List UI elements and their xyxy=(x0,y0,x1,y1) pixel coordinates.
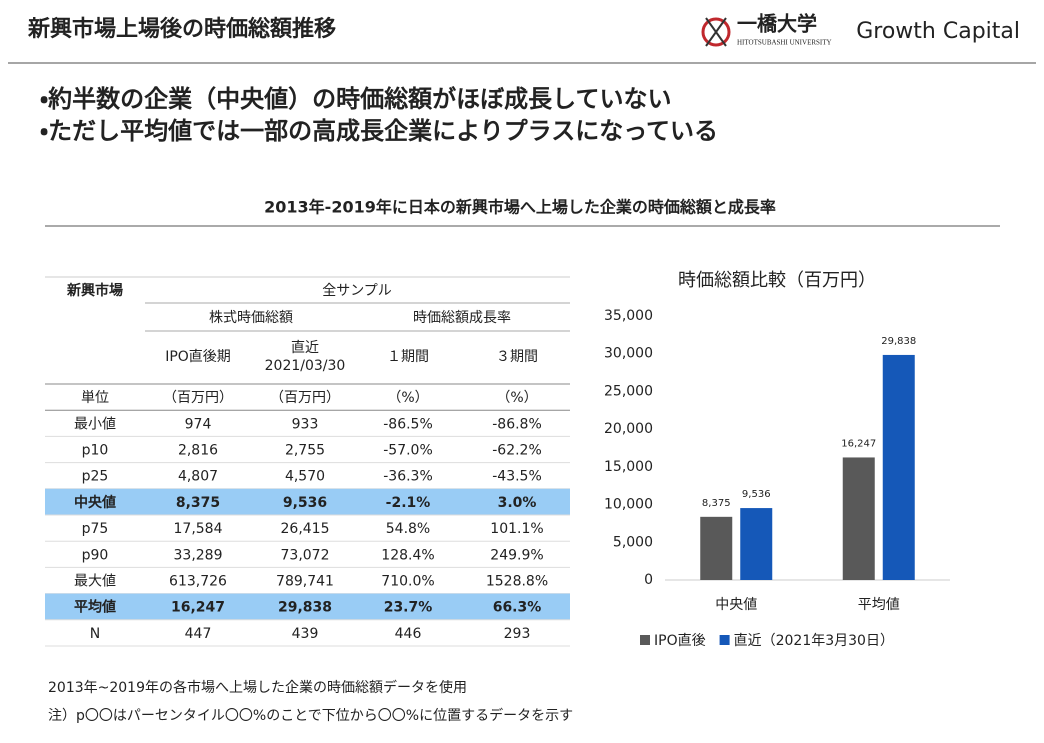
table-cell: 1528.8% xyxy=(486,574,548,590)
y-tick-label: 0 xyxy=(644,572,653,588)
table-cell: 73,072 xyxy=(281,547,330,563)
y-tick-label: 5,000 xyxy=(613,534,653,550)
y-tick-label: 10,000 xyxy=(604,497,653,513)
highlight-row xyxy=(45,488,570,515)
y-tick-label: 25,000 xyxy=(604,383,653,399)
table-cell: -2.1% xyxy=(386,495,431,511)
table-cell: 933 xyxy=(292,416,319,432)
table-cell: 23.7% xyxy=(384,600,433,616)
y-tick-label: 20,000 xyxy=(604,421,653,437)
slide-title: 新興市場上場後の時価総額推移 xyxy=(27,16,336,42)
table-cell: （%） xyxy=(496,390,537,406)
brand: Growth Capital xyxy=(856,19,1020,44)
column-header: 2021/03/30 xyxy=(265,358,346,374)
table-cell: -36.3% xyxy=(383,469,433,485)
table-cell: 3.0% xyxy=(498,495,537,511)
column-header: 直近 xyxy=(291,340,319,356)
table-cell: 66.3% xyxy=(493,600,542,616)
table-cell: p90 xyxy=(82,547,109,563)
table-cell: 2,816 xyxy=(178,443,218,459)
table-cell: 8,375 xyxy=(176,495,220,511)
y-tick-label: 15,000 xyxy=(604,459,653,475)
legend-label: 直近（2021年3月30日） xyxy=(734,633,894,649)
x-tick-label: 平均値 xyxy=(858,597,900,613)
table-cell: -86.5% xyxy=(383,416,433,432)
table-cell: 4,570 xyxy=(285,469,325,485)
table-subgroup: 時価総額成長率 xyxy=(413,310,511,326)
table-cell: 26,415 xyxy=(281,521,330,537)
table-cell: 710.0% xyxy=(381,574,434,590)
table-corner: 新興市場 xyxy=(66,282,123,299)
table-cell: 平均値 xyxy=(74,599,116,616)
table-cell: 249.9% xyxy=(490,547,543,563)
bullet: ・ただし平均値では一部の高成長企業によりプラスになっている xyxy=(40,117,718,145)
table-cell: 54.8% xyxy=(386,521,430,537)
table-cell: 2,755 xyxy=(285,443,325,459)
chart: 時価総額比較（百万円） 0 5,000 10,000 15,000 20,000 25,00… xyxy=(604,270,950,649)
bar xyxy=(882,354,915,580)
table-cell: 128.4% xyxy=(381,547,434,563)
footnote: 2013年~2019年の各市場へ上場した企業の時価総額データを使用 xyxy=(48,679,467,696)
table-cell: （%） xyxy=(387,390,428,406)
table-cell: -86.8% xyxy=(492,416,542,432)
logo-sub: HITOTSUBASHI UNIVERSITY xyxy=(737,39,832,47)
x-tick-label: 中央値 xyxy=(715,597,757,613)
column-header: ３期間 xyxy=(496,349,538,365)
y-tick-label: 35,000 xyxy=(604,308,653,324)
table-cell: 101.1% xyxy=(490,521,543,537)
footnote: 注）p〇〇はパーセンタイル〇〇%のことで下位から〇〇%に位置するデータを示す xyxy=(48,707,573,724)
table-cell: 最大値 xyxy=(74,574,116,590)
table-cell: 9,536 xyxy=(283,495,327,511)
table-cell: 17,584 xyxy=(174,521,223,537)
bar xyxy=(700,516,733,580)
table-cell: （百万円） xyxy=(270,390,340,406)
table-cell: 4,807 xyxy=(178,469,218,485)
table-cell: 439 xyxy=(292,626,319,642)
table-cell: 中央値 xyxy=(74,494,116,511)
table-cell: 最小値 xyxy=(74,416,116,432)
y-tick-label: 30,000 xyxy=(604,346,653,362)
table-cell: 33,289 xyxy=(174,547,223,563)
table-cell: 974 xyxy=(185,416,212,432)
value-label: 16,247 xyxy=(841,438,876,449)
column-header: １期間 xyxy=(387,349,429,365)
table-cell: 293 xyxy=(504,626,531,642)
table-cell: p25 xyxy=(82,469,109,485)
table-cell: p10 xyxy=(82,443,109,459)
value-label: 29,838 xyxy=(881,336,916,347)
table-cell: 613,726 xyxy=(169,574,227,590)
logo-emblem xyxy=(701,17,731,47)
table-cell: 16,247 xyxy=(171,600,225,616)
table-cell: （百万円） xyxy=(163,390,233,406)
table-group: 全サンプル xyxy=(322,283,392,299)
highlight-row xyxy=(45,593,570,620)
table-cell: 446 xyxy=(395,626,422,642)
table-cell: p75 xyxy=(82,521,109,537)
chart-title: 時価総額比較（百万円） xyxy=(678,270,876,291)
table-subgroup: 株式時価総額 xyxy=(209,310,293,326)
column-header: IPO直後期 xyxy=(165,349,231,365)
bar xyxy=(740,508,773,580)
table-cell: -57.0% xyxy=(383,443,433,459)
bullet: ・約半数の企業（中央値）の時価総額がほぼ成長していない xyxy=(40,85,671,113)
bar xyxy=(842,457,875,580)
value-label: 8,375 xyxy=(702,498,731,509)
legend-swatch xyxy=(719,635,730,645)
legend-swatch xyxy=(640,635,650,645)
table-cell: 29,838 xyxy=(278,600,332,616)
legend-label: IPO直後 xyxy=(654,633,706,649)
table-cell: 789,741 xyxy=(276,574,334,590)
logo-text: 一橋大学 xyxy=(737,12,817,36)
section-title: 2013年-2019年に日本の新興市場へ上場した企業の時価総額と成長率 xyxy=(264,198,776,217)
table: 単位 （百万円） （百万円） （%） （%） 最小値 974 933 -86.5% -86.8% p… xyxy=(45,276,570,647)
table-cell: -43.5% xyxy=(492,469,542,485)
table-cell: N xyxy=(90,626,100,642)
table-cell: 447 xyxy=(185,626,212,642)
table-cell: -62.2% xyxy=(492,443,542,459)
value-label: 9,536 xyxy=(742,489,771,500)
table-cell: 単位 xyxy=(81,390,109,406)
